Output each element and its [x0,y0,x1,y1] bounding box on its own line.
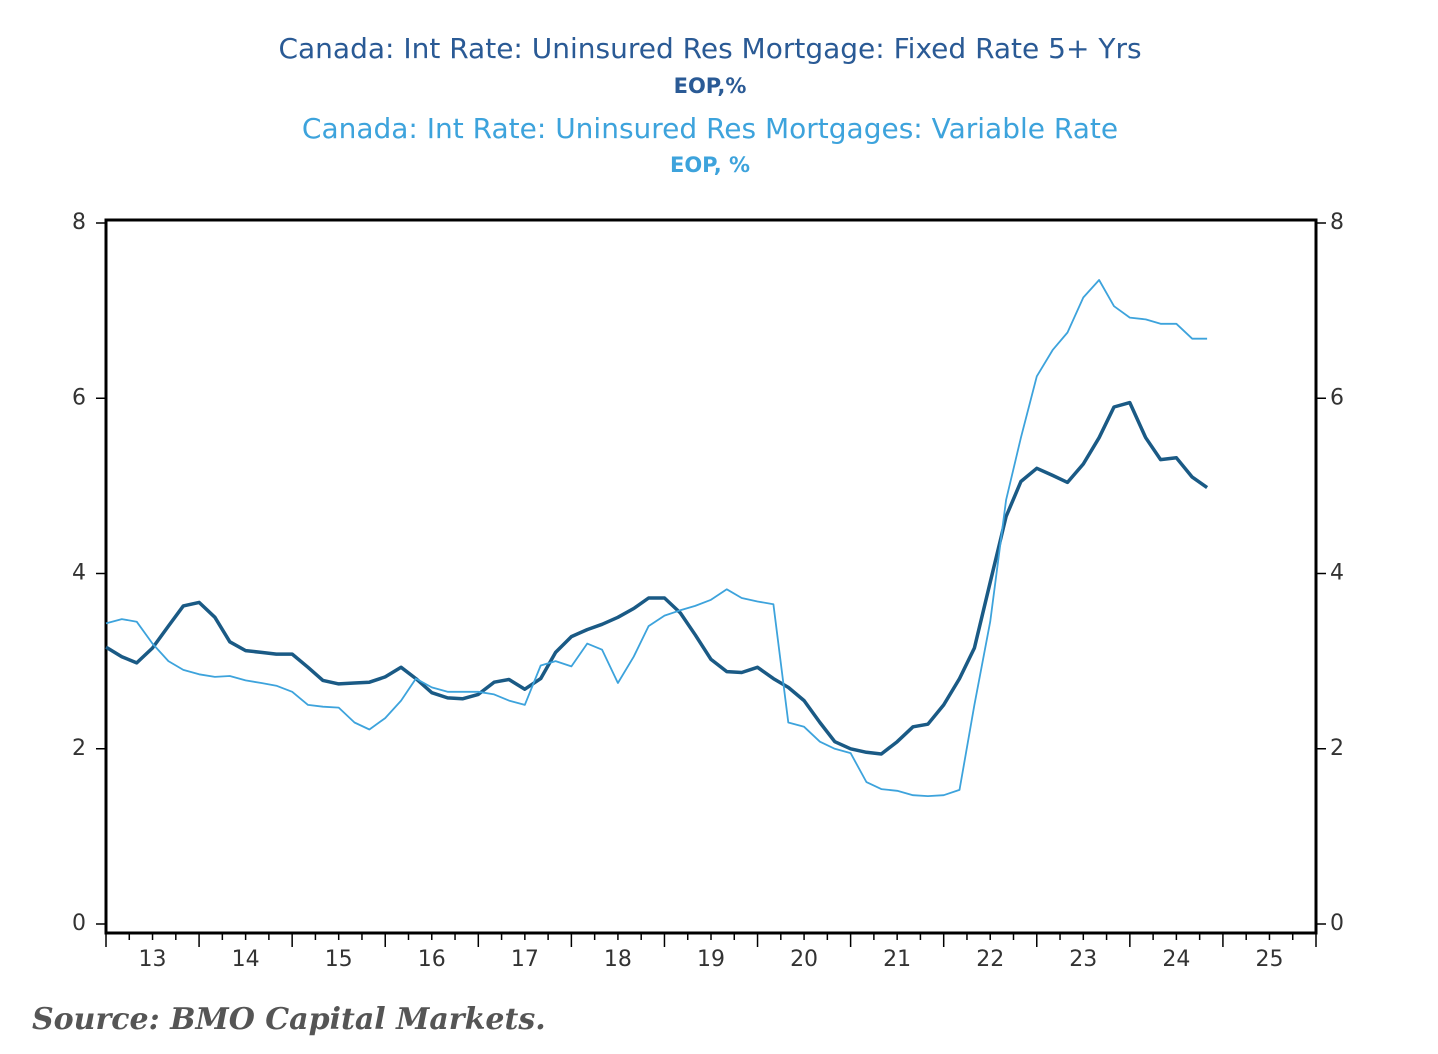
y2-tick-label: 6 [1330,385,1344,410]
series-title: Canada: Int Rate: Uninsured Res Mortgage… [302,112,1118,145]
x-tick-label: 15 [325,947,353,972]
x-tick-label: 23 [1069,947,1097,972]
x-tick-label: 19 [697,947,725,972]
x-tick-label: 14 [232,947,260,972]
y-tick-label: 6 [72,385,86,410]
series-title: Canada: Int Rate: Uninsured Res Mortgage… [278,32,1141,65]
y-tick-label: 0 [72,911,86,936]
x-tick-label: 20 [790,947,818,972]
x-tick-label: 13 [139,947,167,972]
y2-tick-label: 8 [1330,210,1344,235]
x-tick-label: 25 [1255,947,1283,972]
x-tick-label: 22 [976,947,1004,972]
series-line [105,279,1208,797]
y-tick-label: 4 [72,561,86,586]
y-tick-label: 8 [72,210,86,235]
source-note: Source: BMO Capital Markets. [32,1002,546,1037]
x-tick-label: 18 [604,947,632,972]
x-tick-label: 16 [418,947,446,972]
y2-tick-label: 0 [1330,911,1344,936]
x-tick-label: 17 [511,947,539,972]
y-tick-label: 2 [72,736,86,761]
x-tick-label: 24 [1162,947,1190,972]
series-line [105,400,1209,756]
series-unit: EOP, % [670,153,750,177]
y2-tick-label: 4 [1330,561,1344,586]
y2-tick-label: 2 [1330,736,1344,761]
x-tick-label: 21 [883,947,911,972]
series-unit: EOP,% [674,74,747,98]
